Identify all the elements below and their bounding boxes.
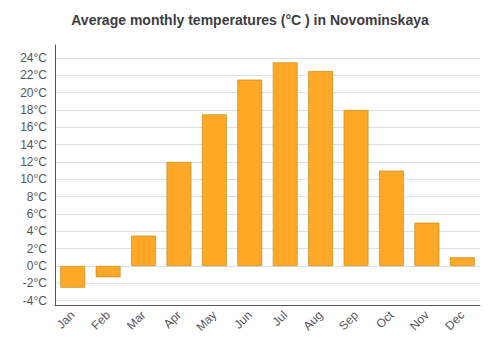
svg-text:Oct: Oct — [373, 308, 397, 332]
svg-text:Jul: Jul — [269, 308, 290, 329]
svg-text:Average monthly temperatures (: Average monthly temperatures (°C ) in No… — [71, 12, 429, 28]
svg-text:-2°C: -2°C — [23, 276, 47, 290]
svg-text:May: May — [193, 308, 219, 334]
svg-text:20°C: 20°C — [20, 86, 47, 100]
svg-text:16°C: 16°C — [20, 120, 47, 134]
svg-text:Aug: Aug — [301, 308, 326, 333]
svg-text:Jun: Jun — [231, 308, 255, 332]
svg-text:6°C: 6°C — [27, 207, 47, 221]
svg-text:Mar: Mar — [124, 308, 149, 332]
svg-text:4°C: 4°C — [27, 224, 47, 238]
svg-text:14°C: 14°C — [20, 138, 47, 152]
svg-text:22°C: 22°C — [20, 68, 47, 82]
svg-text:8°C: 8°C — [27, 190, 47, 204]
svg-text:Dec: Dec — [442, 308, 467, 333]
svg-text:12°C: 12°C — [20, 155, 47, 169]
svg-text:Nov: Nov — [407, 308, 432, 333]
svg-text:0°C: 0°C — [27, 259, 47, 273]
svg-text:18°C: 18°C — [20, 103, 47, 117]
svg-text:Feb: Feb — [89, 308, 114, 333]
svg-text:24°C: 24°C — [20, 51, 47, 65]
svg-text:-4°C: -4°C — [23, 294, 47, 308]
svg-text:Apr: Apr — [161, 308, 184, 331]
svg-text:Sep: Sep — [336, 308, 361, 333]
svg-text:10°C: 10°C — [20, 172, 47, 186]
svg-text:2°C: 2°C — [27, 242, 47, 256]
svg-text:Jan: Jan — [54, 308, 78, 332]
